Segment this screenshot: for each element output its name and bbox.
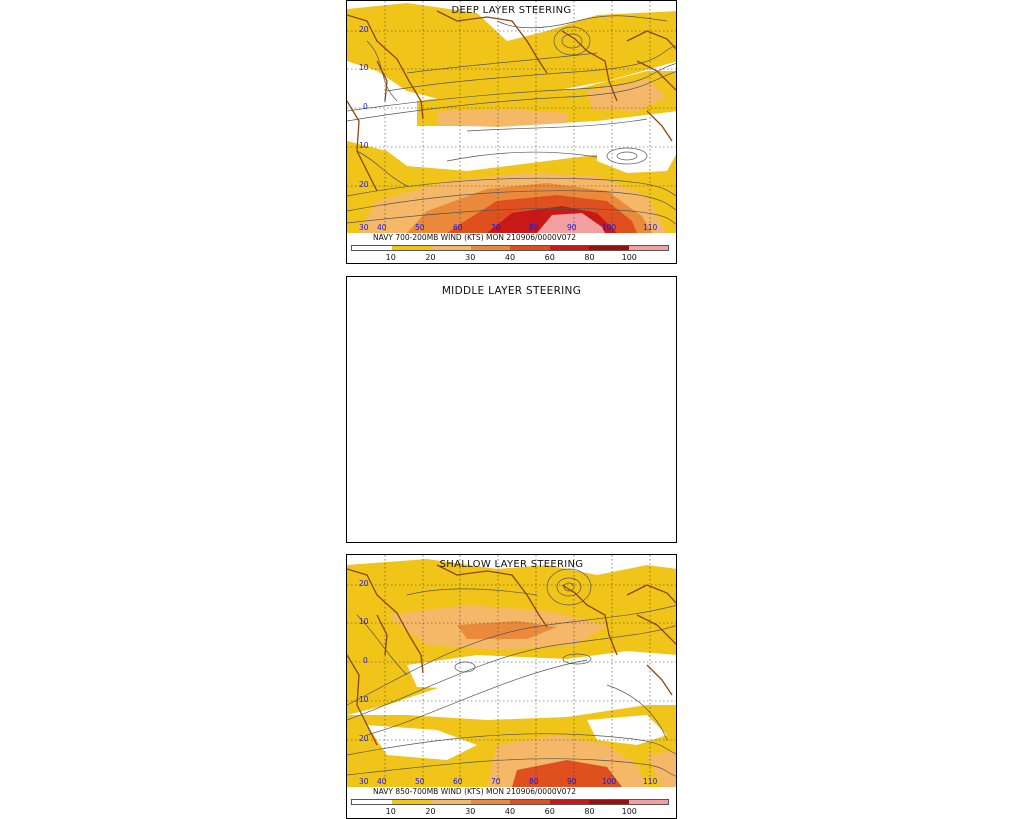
shallow-layer-title: SHALLOW LAYER STEERING [439, 559, 584, 570]
colorbar-segment [352, 246, 392, 250]
deep-layer-caption: NAVY 700-200MB WIND (KTS) MON 210906/000… [373, 233, 577, 242]
streamlines [347, 568, 676, 777]
colorbar-segment [431, 800, 471, 804]
colorbar-segment [510, 800, 550, 804]
lat-label: 30 [359, 777, 369, 786]
lon-label: 50 [415, 223, 425, 232]
colorbar-label: 20 [425, 807, 436, 816]
colorbar-labels: 10 20 30 40 60 80 100 [351, 807, 669, 817]
colorbar-segment [628, 800, 668, 804]
lon-label: 40 [377, 223, 387, 232]
colorbar-segment [510, 246, 550, 250]
colorbar-labels: 10 20 30 40 60 80 100 [351, 253, 669, 263]
deep-layer-panel: DEEP LAYER STEERING 20 10 0 10 20 30 40 … [346, 0, 677, 264]
wind-shading [347, 559, 676, 787]
colorbar-segment [549, 246, 589, 250]
colorbar-label: 80 [584, 253, 595, 262]
lat-label: 10 [359, 63, 369, 72]
lon-label: 60 [453, 777, 463, 786]
lon-label: 80 [529, 777, 539, 786]
colorbar-segment [470, 800, 510, 804]
middle-layer-title: MIDDLE LAYER STEERING [441, 285, 582, 297]
lat-label: 0 [363, 102, 368, 111]
lon-label: 110 [643, 777, 658, 786]
colorbar-segment [391, 246, 431, 250]
lat-label: 20 [359, 734, 369, 743]
shallow-layer-caption: NAVY 850-700MB WIND (KTS) MON 210906/000… [373, 787, 577, 796]
lon-label: 50 [415, 777, 425, 786]
colorbar-label: 20 [425, 253, 436, 262]
colorbar-label: 10 [385, 253, 396, 262]
colorbar-segment [589, 800, 629, 804]
colorbar-label: 30 [465, 807, 476, 816]
wind-shading [347, 3, 676, 233]
lat-lon-grid [347, 1, 676, 233]
lat-label: 10 [359, 617, 369, 626]
lon-label: 60 [453, 223, 463, 232]
colorbar-label: 30 [465, 253, 476, 262]
colorbar-segment [352, 800, 392, 804]
shallow-layer-map [347, 555, 676, 787]
colorbar-label: 60 [544, 253, 555, 262]
middle-layer-panel: MIDDLE LAYER STEERING [346, 276, 677, 543]
colorbar-segment [589, 246, 629, 250]
lat-label: 20 [359, 25, 369, 34]
colorbar-label: 80 [584, 807, 595, 816]
lon-label: 100 [602, 777, 617, 786]
lon-label: 40 [377, 777, 387, 786]
colorbar-label: 40 [504, 807, 516, 816]
lat-label: 30 [359, 223, 369, 232]
colorbar-label: 100 [621, 807, 637, 816]
deep-layer-map [347, 1, 676, 233]
coastlines [347, 564, 676, 746]
lon-label: 70 [491, 777, 501, 786]
colorbar-label: 100 [621, 253, 637, 262]
colorbar-segment [628, 246, 668, 250]
colorbar-segment [431, 246, 471, 250]
lon-label: 80 [529, 223, 539, 232]
lon-label: 90 [567, 777, 577, 786]
colorbar-label: 10 [385, 807, 396, 816]
lon-label: 110 [643, 223, 658, 232]
coastlines [347, 10, 676, 192]
lat-label: 20 [359, 579, 369, 588]
lon-label: 70 [491, 223, 501, 232]
colorbar-segment [391, 800, 431, 804]
lat-label: 20 [359, 180, 369, 189]
lon-label: 90 [567, 223, 577, 232]
colorbar-label: 60 [544, 807, 555, 816]
colorbar-label: 40 [504, 253, 516, 262]
deep-layer-title: DEEP LAYER STEERING [451, 5, 572, 16]
lon-label: 100 [602, 223, 617, 232]
lat-label: 10 [359, 141, 369, 150]
lat-label: 0 [363, 656, 368, 665]
colorbar-segment [549, 800, 589, 804]
colorbar-segment [470, 246, 510, 250]
shallow-layer-panel: SHALLOW LAYER STEERING 20 10 0 10 20 30 … [346, 554, 677, 819]
wind-colorbar [351, 799, 669, 805]
lat-label: 10 [359, 695, 369, 704]
wind-colorbar [351, 245, 669, 251]
